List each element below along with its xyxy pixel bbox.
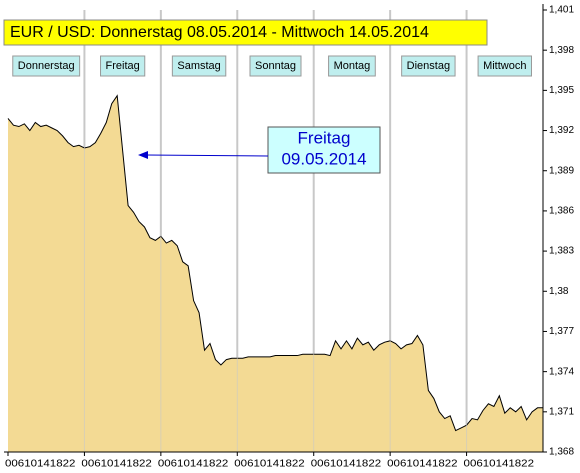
day-label: Sonntag — [255, 60, 296, 72]
day-label: Donnerstag — [18, 60, 75, 72]
day-label-box — [328, 55, 376, 77]
x-tick-label: 00610141822 — [464, 459, 535, 470]
y-tick-label: 1,386 — [549, 206, 574, 217]
day-label: Freitag — [106, 60, 140, 72]
y-tick-label: 1,368 — [549, 447, 574, 458]
day-label-box — [100, 55, 146, 77]
annotation-text: Freitag — [298, 128, 351, 147]
y-tick-label: 1,389 — [549, 165, 574, 176]
y-tick-label: 1,383 — [549, 246, 574, 257]
chart-title: EUR / USD: Donnerstag 08.05.2014 - Mittw… — [10, 24, 429, 41]
day-label: Samstag — [177, 60, 220, 72]
day-label: Mittwoch — [483, 60, 526, 72]
line — [7, 94, 543, 432]
x-tick-label: 00610141822 — [387, 459, 458, 470]
y-tick-label: 1,398 — [549, 45, 574, 56]
y-tick-label: 1,38 — [549, 286, 569, 297]
annotation-box — [267, 126, 381, 174]
day-label-box — [477, 55, 532, 77]
day-label-box — [12, 55, 81, 77]
x-tick-label: 00610141822 — [311, 459, 382, 470]
day-label-box — [401, 55, 456, 77]
area — [8, 95, 543, 452]
title-box — [3, 19, 488, 46]
y-tick-label: 1,392 — [549, 125, 574, 136]
day-label: Montag — [334, 60, 371, 72]
x-tick-label: 00610141822 — [158, 459, 229, 470]
y-tick-label: 1,377 — [549, 326, 574, 337]
y-tick-label: 1,395 — [549, 85, 574, 96]
day-label-box — [171, 55, 227, 77]
plot-area — [7, 10, 543, 452]
day-label-box — [249, 55, 302, 77]
x-tick-label: 00610141822 — [5, 459, 76, 470]
day-label: Dienstag — [407, 60, 450, 72]
annotation-arrow — [145, 154, 269, 157]
x-tick-label: 00610141822 — [234, 459, 305, 470]
y-tick-label: 1,374 — [549, 366, 574, 377]
x-tick-label: 00610141822 — [81, 459, 152, 470]
y-tick-label: 1,371 — [549, 406, 574, 417]
annotation-text: 09.05.2014 — [281, 149, 366, 168]
annotation-arrowhead — [138, 151, 148, 159]
y-tick-label: 1,401 — [549, 5, 574, 16]
